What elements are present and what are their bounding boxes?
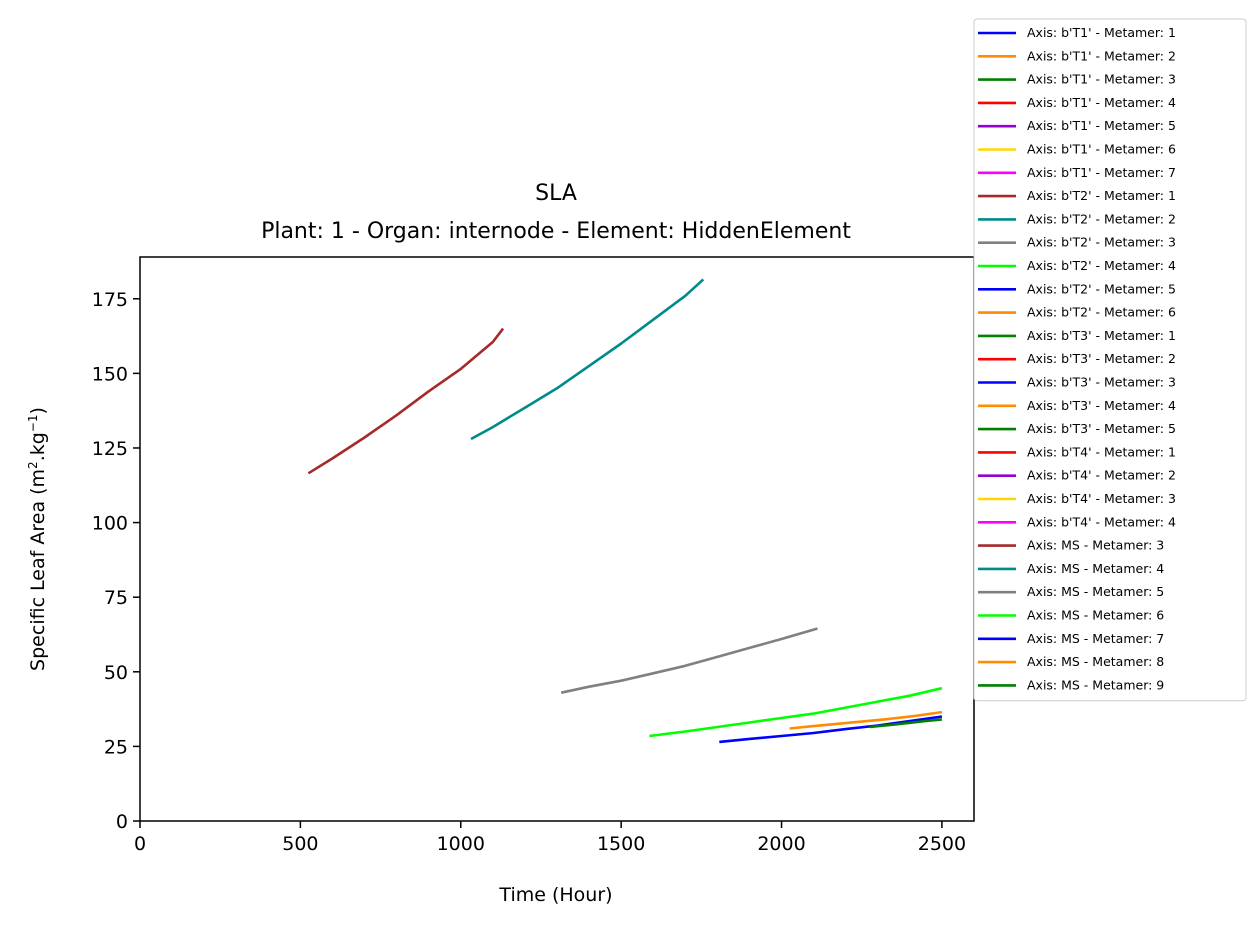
y-tick-label: 75 (104, 587, 128, 609)
legend-item: Axis: MS - Metamer: 7 (978, 631, 1164, 646)
y-axis-label-sup1: 2 (26, 461, 40, 469)
y-tick-label: 175 (92, 289, 128, 311)
legend-item: Axis: b'T1' - Metamer: 3 (978, 72, 1176, 87)
legend-label: Axis: b'T1' - Metamer: 2 (1027, 48, 1176, 63)
y-tick-label: 0 (116, 811, 128, 833)
y-tick-label: 100 (92, 513, 128, 535)
legend-item: Axis: b'T2' - Metamer: 6 (978, 305, 1176, 320)
chart-title: SLA (535, 181, 577, 206)
legend-label: Axis: MS - Metamer: 6 (1027, 608, 1164, 623)
legend-label: Axis: MS - Metamer: 4 (1027, 561, 1164, 576)
legend-item: Axis: b'T1' - Metamer: 5 (978, 118, 1176, 133)
x-tick-label: 1500 (597, 833, 645, 855)
legend-item: Axis: b'T2' - Metamer: 1 (978, 188, 1176, 203)
legend-item: Axis: b'T2' - Metamer: 2 (978, 211, 1176, 226)
y-tick-label: 125 (92, 438, 128, 460)
legend-item: Axis: b'T1' - Metamer: 6 (978, 142, 1176, 157)
legend-item: Axis: b'T1' - Metamer: 7 (978, 165, 1176, 180)
x-tick-label: 2500 (918, 833, 966, 855)
legend-label: Axis: b'T1' - Metamer: 5 (1027, 118, 1176, 133)
legend-item: Axis: MS - Metamer: 3 (978, 538, 1164, 553)
plot-frame (139, 256, 975, 822)
y-axis-label-sup2: −1 (26, 414, 40, 432)
legend-label: Axis: b'T1' - Metamer: 4 (1027, 95, 1176, 110)
y-axis-label-prefix: Specific Leaf Area (m (27, 469, 49, 671)
legend-item: Axis: b'T3' - Metamer: 1 (978, 328, 1176, 343)
y-axis: 0 25 50 75 100 125 150 175 (92, 289, 140, 833)
legend-label: Axis: MS - Metamer: 7 (1027, 631, 1164, 646)
legend-item: Axis: MS - Metamer: 4 (978, 561, 1164, 576)
legend-item: Axis: b'T3' - Metamer: 5 (978, 421, 1176, 436)
legend-label: Axis: b'T2' - Metamer: 1 (1027, 188, 1176, 203)
legend-label: Axis: b'T2' - Metamer: 6 (1027, 305, 1176, 320)
legend-label: Axis: b'T2' - Metamer: 3 (1027, 235, 1176, 250)
legend-item: Axis: MS - Metamer: 9 (978, 677, 1164, 692)
legend-item: Axis: b'T1' - Metamer: 4 (978, 95, 1176, 110)
legend-item: Axis: b'T3' - Metamer: 4 (978, 398, 1176, 413)
y-tick-label: 50 (104, 662, 128, 684)
legend-label: Axis: b'T4' - Metamer: 4 (1027, 514, 1176, 529)
legend-item: Axis: b'T2' - Metamer: 4 (978, 258, 1176, 273)
x-tick-label: 500 (282, 833, 318, 855)
legend-item: Axis: b'T1' - Metamer: 1 (978, 25, 1176, 40)
y-axis-label-suffix: ) (27, 407, 49, 414)
legend-label: Axis: MS - Metamer: 8 (1027, 654, 1164, 669)
series-line (470, 278, 705, 441)
legend-label: Axis: b'T2' - Metamer: 2 (1027, 211, 1176, 226)
legend-label: Axis: MS - Metamer: 5 (1027, 584, 1164, 599)
legend-item: Axis: b'T4' - Metamer: 1 (978, 444, 1176, 459)
series-line (869, 718, 943, 729)
legend-item: Axis: b'T3' - Metamer: 2 (978, 351, 1176, 366)
legend-label: Axis: b'T3' - Metamer: 1 (1027, 328, 1176, 343)
legend-label: Axis: b'T2' - Metamer: 4 (1027, 258, 1176, 273)
legend: Axis: b'T1' - Metamer: 1 Axis: b'T1' - Me… (973, 18, 1247, 702)
legend-item: Axis: MS - Metamer: 8 (978, 654, 1164, 669)
legend-label: Axis: MS - Metamer: 3 (1027, 538, 1164, 553)
y-axis-label: Specific Leaf Area (m2.kg−1) (26, 407, 49, 671)
legend-item: Axis: b'T3' - Metamer: 3 (978, 375, 1176, 390)
series-line (719, 715, 943, 744)
legend-label: Axis: b'T1' - Metamer: 3 (1027, 72, 1176, 87)
legend-item: Axis: b'T2' - Metamer: 5 (978, 281, 1176, 296)
series-line (649, 686, 943, 738)
legend-item: Axis: b'T4' - Metamer: 2 (978, 468, 1176, 483)
legend-frame (973, 18, 1247, 702)
legend-item: Axis: b'T1' - Metamer: 2 (978, 48, 1176, 63)
legend-item: Axis: b'T4' - Metamer: 3 (978, 491, 1176, 506)
legend-label: Axis: b'T3' - Metamer: 3 (1027, 375, 1176, 390)
y-axis-label-mid: .kg (27, 432, 49, 461)
plot-series (307, 278, 943, 744)
series-line (560, 627, 818, 694)
series-line (307, 327, 505, 475)
legend-label: Axis: b'T1' - Metamer: 7 (1027, 165, 1176, 180)
chart-subtitle: Plant: 1 - Organ: internode - Element: H… (261, 219, 851, 244)
x-axis-label: Time (Hour) (498, 884, 612, 906)
legend-item: Axis: MS - Metamer: 6 (978, 608, 1164, 623)
series-line (789, 710, 943, 730)
legend-label: Axis: b'T3' - Metamer: 5 (1027, 421, 1176, 436)
legend-item: Axis: b'T4' - Metamer: 4 (978, 514, 1176, 529)
chart-title-group: SLA Plant: 1 - Organ: internode - Elemen… (261, 181, 851, 244)
legend-label: Axis: b'T4' - Metamer: 3 (1027, 491, 1176, 506)
y-tick-label: 150 (92, 363, 128, 385)
x-tick-label: 2000 (757, 833, 805, 855)
legend-label: Axis: b'T1' - Metamer: 1 (1027, 25, 1176, 40)
legend-item: Axis: b'T2' - Metamer: 3 (978, 235, 1176, 250)
x-axis: 0 500 1000 1500 2000 2500 (134, 821, 966, 855)
legend-label: Axis: b'T3' - Metamer: 2 (1027, 351, 1176, 366)
x-tick-label: 0 (134, 833, 146, 855)
legend-label: Axis: b'T3' - Metamer: 4 (1027, 398, 1176, 413)
x-tick-label: 1000 (437, 833, 485, 855)
legend-item: Axis: MS - Metamer: 5 (978, 584, 1164, 599)
legend-label: Axis: b'T2' - Metamer: 5 (1027, 281, 1176, 296)
legend-label: Axis: b'T4' - Metamer: 1 (1027, 444, 1176, 459)
legend-label: Axis: MS - Metamer: 9 (1027, 677, 1164, 692)
y-tick-label: 25 (104, 736, 128, 758)
legend-label: Axis: b'T1' - Metamer: 6 (1027, 142, 1176, 157)
legend-label: Axis: b'T4' - Metamer: 2 (1027, 468, 1176, 483)
